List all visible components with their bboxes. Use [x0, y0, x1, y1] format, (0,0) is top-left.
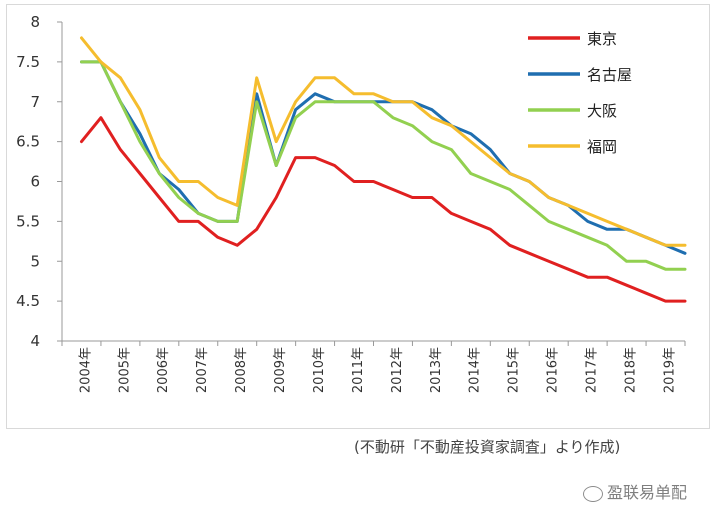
x-tick-label: 2009年 — [273, 347, 288, 393]
legend-label-2: 名古屋 — [587, 66, 632, 84]
x-tick-label: 2008年 — [234, 347, 249, 393]
x-tick-label: 2004年 — [78, 347, 93, 393]
x-tick-label: 2018年 — [623, 347, 638, 393]
series-line-1 — [80, 116, 687, 303]
x-tick-label: 2006年 — [156, 347, 171, 393]
y-tick-label: 4.5 — [16, 292, 40, 310]
x-tick-label: 2005年 — [117, 347, 132, 393]
watermark-text: 盈联易单配 — [607, 483, 688, 502]
series-line-3 — [80, 60, 687, 271]
x-tick-label: 2017年 — [585, 347, 600, 393]
legend-label-4: 福岡 — [587, 138, 617, 156]
legend-label-3: 大阪 — [587, 102, 617, 120]
y-tick-label: 5 — [30, 252, 40, 270]
wechat-icon — [583, 485, 603, 502]
watermark: 盈联易单配 — [583, 479, 687, 503]
x-tick-label: 2010年 — [312, 347, 327, 393]
x-tick-label: 2015年 — [507, 347, 522, 393]
x-tick-label: 2012年 — [390, 347, 405, 393]
x-tick-label: 2007年 — [195, 347, 210, 393]
y-tick-label: 4 — [30, 332, 40, 350]
y-tick-label: 6 — [30, 173, 40, 191]
x-tick-label: 2019年 — [662, 347, 677, 393]
series-line-2 — [80, 60, 687, 255]
y-tick-label: 7.5 — [16, 53, 40, 71]
x-tick-label: 2013年 — [429, 347, 444, 393]
x-tick-label: 2011年 — [351, 347, 366, 393]
legend-label-1: 東京 — [587, 30, 617, 48]
x-tick-label: 2014年 — [468, 347, 483, 393]
y-tick-label: 7 — [30, 93, 40, 111]
y-tick-label: 8 — [30, 13, 40, 31]
y-tick-label: 5.5 — [16, 212, 40, 230]
y-tick-label: 6.5 — [16, 133, 40, 151]
series-line-4 — [80, 36, 687, 247]
x-tick-label: 2016年 — [546, 347, 561, 393]
source-note: (不動研「不動産投資家調査」より作成) — [354, 438, 621, 456]
